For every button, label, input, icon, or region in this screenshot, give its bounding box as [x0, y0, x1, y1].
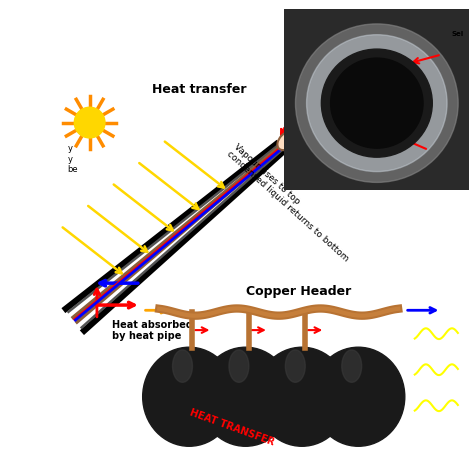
Circle shape — [331, 58, 423, 148]
Ellipse shape — [312, 347, 405, 447]
Ellipse shape — [143, 347, 236, 447]
Text: HEAT TRANSFER: HEAT TRANSFER — [189, 407, 276, 447]
Ellipse shape — [229, 350, 249, 383]
Ellipse shape — [277, 131, 296, 150]
Circle shape — [307, 35, 447, 172]
Ellipse shape — [199, 347, 292, 447]
Text: Vapour rises to top
condensed liquid returns to bottom: Vapour rises to top condensed liquid ret… — [225, 142, 357, 264]
Text: Sel: Sel — [451, 31, 464, 37]
Ellipse shape — [342, 350, 362, 383]
Text: Heat absorbed
by heat pipe: Heat absorbed by heat pipe — [111, 319, 192, 341]
Ellipse shape — [255, 347, 348, 447]
Circle shape — [295, 24, 458, 182]
Circle shape — [321, 49, 432, 157]
Ellipse shape — [173, 350, 192, 383]
Ellipse shape — [285, 350, 305, 383]
Text: y
y
be: y y be — [68, 144, 78, 174]
Circle shape — [74, 107, 105, 138]
Text: Heat transfer: Heat transfer — [152, 83, 246, 96]
Text: Copper Header: Copper Header — [246, 285, 351, 298]
